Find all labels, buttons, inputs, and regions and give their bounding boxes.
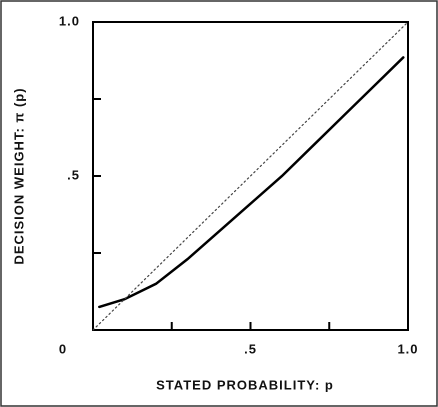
y-axis-label: DECISION WEIGHT: π (p): [11, 87, 26, 264]
x-axis-label: STATED PROBABILITY: p: [156, 377, 334, 392]
y-tick-label: 1.0: [59, 13, 80, 28]
x-tick-label: .5: [244, 341, 257, 356]
y-tick-label: .5: [67, 167, 80, 182]
x-tick-label: 0: [59, 341, 67, 356]
series-line: [98, 56, 405, 309]
series-line: [92, 21, 409, 331]
x-tick-label: 1.0: [397, 341, 418, 356]
